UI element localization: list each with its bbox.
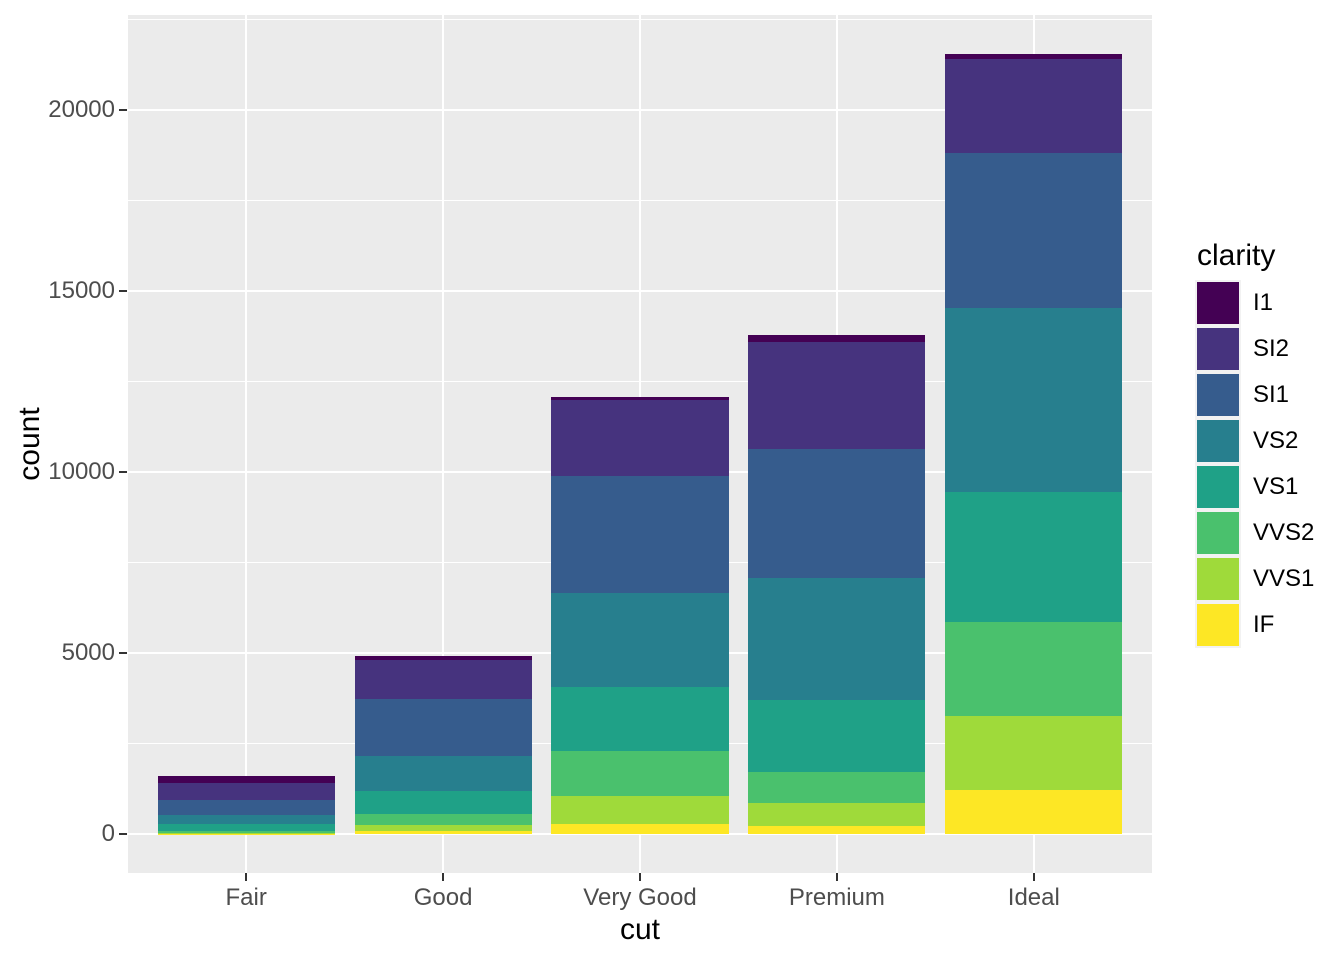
y-tick-label: 0 [101,820,115,847]
x-tick-label: Very Good [583,884,697,911]
legend-key-si1: SI1 [1197,374,1314,416]
legend-swatch-if [1197,604,1239,646]
x-tick-label: Good [413,884,473,911]
legend-swatch-vvs2 [1197,512,1239,554]
legend-keys: I1 SI2 SI1 VS2 VS1 VVS2 VVS1 IF [1197,282,1314,646]
y-tick-mark [119,109,127,112]
bar-ideal-vs1 [945,491,1123,622]
x-tick-label: Fair [225,884,267,911]
bar-very-good-vvs2 [551,751,729,796]
bar-good-si2 [354,659,532,699]
bar-ideal-si2 [945,59,1123,154]
legend-swatch-si1 [1197,374,1239,416]
x-tick-mark [245,873,248,881]
x-tick-mark [442,873,445,881]
legend-label-vvs2: VVS2 [1253,519,1315,546]
bar-premium-vs1 [748,699,926,772]
y-tick-mark [119,652,127,654]
legend-label-vs1: VS1 [1253,473,1299,500]
legend-label-vvs1: VVS1 [1253,565,1315,592]
bar-fair-i1 [157,775,335,784]
bar-premium-vvs1 [748,803,926,826]
legend-label-si1: SI1 [1253,381,1290,408]
bar-premium-si1 [748,449,926,579]
legend-label-vs2: VS2 [1253,427,1299,454]
bar-fair-si2 [157,783,335,801]
y-axis-title: count [13,407,46,481]
bar-good-vvs2 [354,814,532,825]
bar-fair-vvs2 [157,830,335,833]
bar-ideal-i1 [945,54,1123,60]
bar-premium-if [748,825,926,834]
bar-good-vvs1 [354,824,532,832]
bar-ideal-if [945,790,1123,834]
legend-key-si2: SI2 [1197,328,1314,370]
legend-swatch-vs2 [1197,420,1239,462]
y-tick-mark [119,290,127,293]
legend-key-vvs2: VVS2 [1197,512,1314,554]
legend-key-i1: I1 [1197,282,1314,324]
legend-swatch-si2 [1197,328,1239,370]
legend-title: clarity [1197,239,1276,272]
bar-very-good-vvs1 [551,795,729,825]
bar-ideal-si1 [945,153,1123,309]
bar-fair-vvs1 [157,833,335,834]
bar-good-if [354,831,532,834]
bar-very-good-si2 [551,399,729,476]
y-tick-label: 15000 [48,277,115,305]
bar-good-vs1 [354,790,532,815]
legend-label-si2: SI2 [1253,335,1290,362]
legend-swatch-i1 [1197,282,1239,324]
legend-swatch-vs1 [1197,466,1239,508]
x-tick-label: Ideal [1007,884,1060,911]
legend-key-if: IF [1197,604,1314,646]
bar-very-good-if [551,824,729,834]
legend-key-vvs1: VVS1 [1197,558,1314,600]
x-tick-mark [639,873,641,881]
bar-very-good-si1 [551,475,729,594]
gridline-vertical [442,15,445,873]
x-axis-title: cut [619,913,661,946]
bar-premium-i1 [748,334,926,343]
x-tick-mark [835,873,838,881]
bar-good-i1 [354,656,532,660]
bar-premium-vvs2 [748,771,926,804]
gridline-vertical [245,15,248,873]
bar-very-good-vs2 [551,593,729,687]
legend-key-vs2: VS2 [1197,420,1314,462]
bar-very-good-vs1 [551,686,729,751]
legend: clarity I1 SI2 SI1 VS2 VS1 VVS2 VVS1 IF [1197,239,1314,650]
y-tick-label: 20000 [48,96,115,124]
legend-swatch-vvs1 [1197,558,1239,600]
x-tick-mark [1032,873,1035,881]
legend-label-i1: I1 [1253,289,1274,316]
y-tick-mark [119,471,127,474]
legend-key-vs1: VS1 [1197,466,1314,508]
bar-fair-si1 [157,800,335,815]
plot-panel [128,15,1152,873]
bar-premium-vs2 [748,578,926,700]
bar-fair-vs1 [157,824,335,831]
bar-very-good-i1 [551,396,729,400]
x-tick-label: Premium [788,884,885,911]
bar-good-vs2 [354,755,532,791]
bar-ideal-vvs2 [945,621,1123,716]
legend-label-if: IF [1253,611,1275,638]
y-tick-label: 10000 [48,458,115,486]
y-tick-mark [119,833,127,835]
bar-ideal-vs2 [945,308,1123,492]
y-tick-label: 5000 [61,639,115,666]
bar-fair-vs2 [157,814,335,825]
bar-ideal-vvs1 [945,716,1123,791]
bar-good-si1 [354,699,532,756]
bar-premium-si2 [748,342,926,449]
